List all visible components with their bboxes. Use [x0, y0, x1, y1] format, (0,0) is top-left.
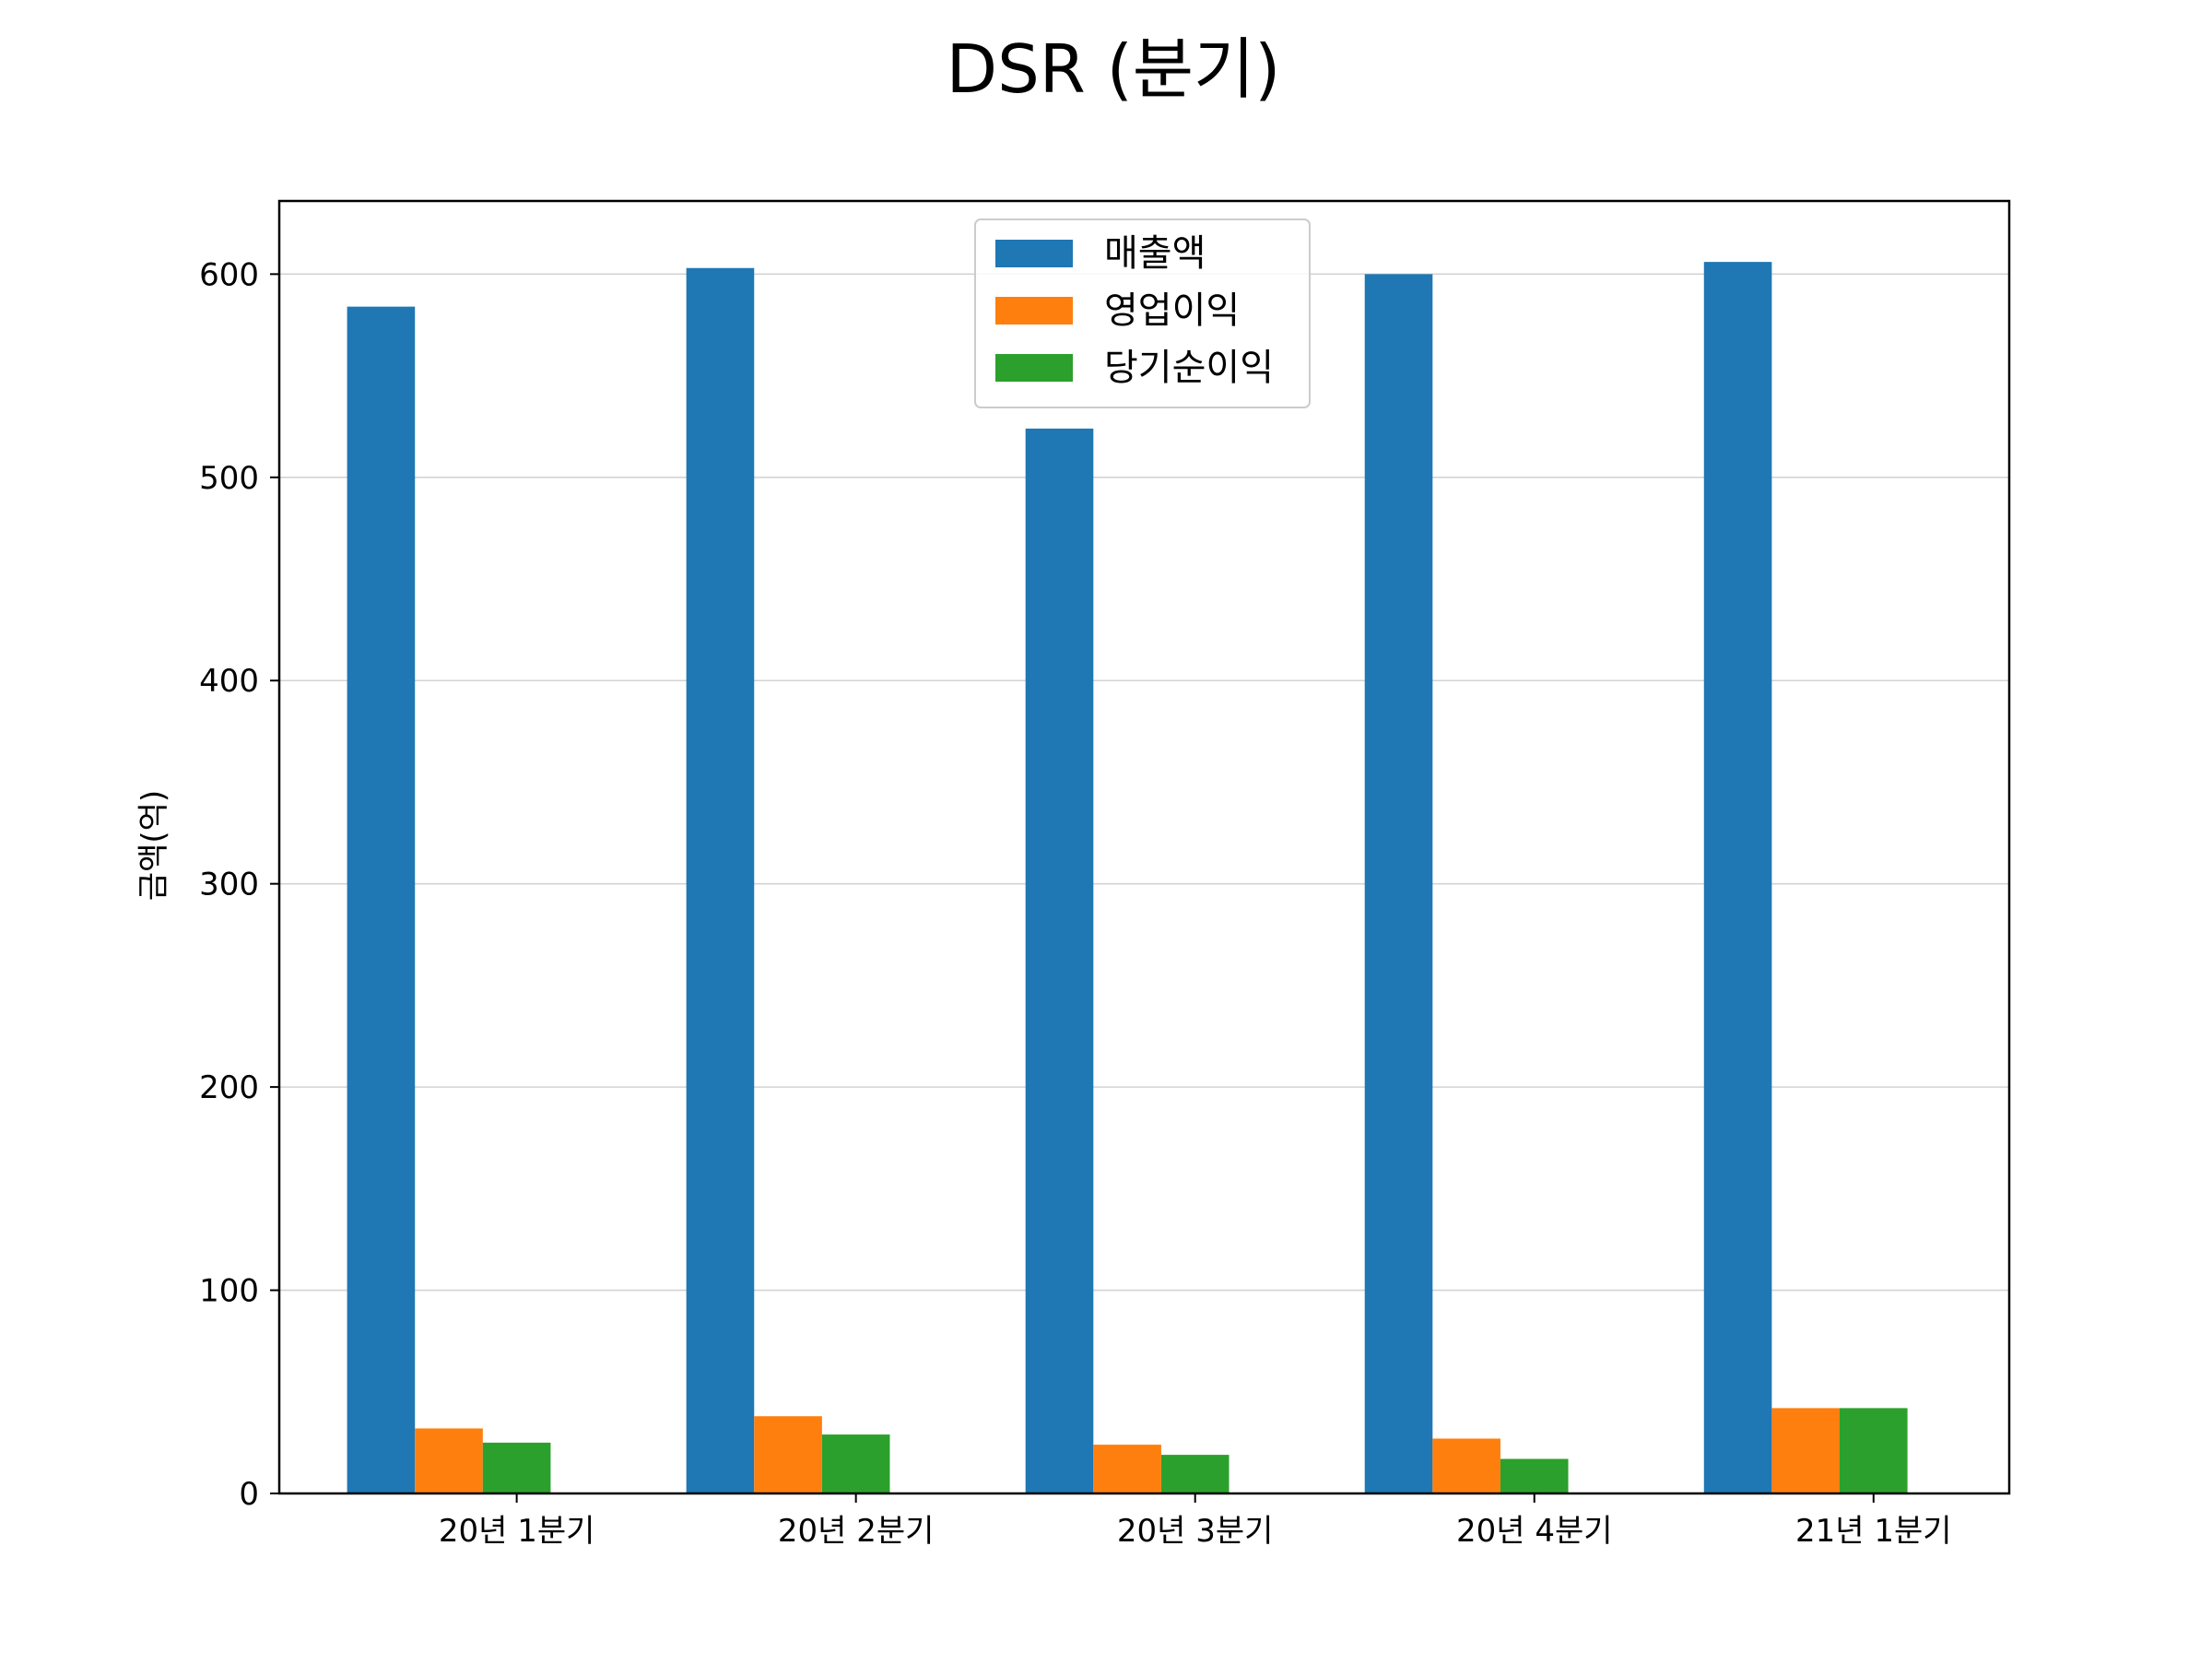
y-axis-label: 금액(억)	[135, 790, 172, 901]
bar	[1093, 1445, 1161, 1493]
bar	[1364, 274, 1433, 1493]
y-tick-label: 0	[239, 1476, 259, 1513]
bar	[686, 267, 755, 1494]
bar	[482, 1442, 551, 1493]
bars	[347, 262, 1908, 1494]
axis-ticks: 0 100 200 300 400 500 600 20년 1분기 20년 2분기 20년 3분기…	[199, 256, 1951, 1550]
bar	[1771, 1408, 1840, 1493]
x-tick-label: 20년 2분기	[778, 1513, 935, 1550]
y-tick-label: 200	[199, 1069, 259, 1106]
y-tick-label: 100	[199, 1273, 259, 1310]
bar	[415, 1428, 483, 1493]
y-tick-label: 500	[199, 460, 259, 497]
legend-swatch	[995, 240, 1073, 267]
x-tick-label: 20년 4분기	[1456, 1513, 1613, 1550]
bar	[1432, 1438, 1500, 1493]
y-tick-label: 400	[199, 663, 259, 700]
legend-label: 영업이익	[1104, 289, 1240, 332]
bar	[1703, 262, 1772, 1493]
legend-swatch	[995, 297, 1073, 325]
bar	[1160, 1455, 1230, 1493]
legend-label: 당기순이익	[1104, 347, 1274, 389]
bar	[1500, 1458, 1569, 1493]
x-tick-label: 20년 3분기	[1117, 1513, 1274, 1550]
y-tick-label: 300	[199, 867, 259, 903]
bar	[1839, 1408, 1908, 1493]
plot-frame	[277, 199, 2011, 1495]
chart-title: DSR (분기)	[947, 30, 1281, 108]
bar	[347, 306, 416, 1494]
y-tick-label: 600	[199, 256, 259, 293]
bar	[821, 1434, 890, 1493]
legend-label: 매출액	[1104, 232, 1206, 275]
x-tick-label: 21년 1분기	[1795, 1513, 1952, 1550]
bar	[754, 1416, 822, 1493]
legend-swatch	[995, 354, 1073, 382]
x-tick-label: 20년 1분기	[439, 1513, 595, 1550]
bar	[1025, 428, 1094, 1494]
